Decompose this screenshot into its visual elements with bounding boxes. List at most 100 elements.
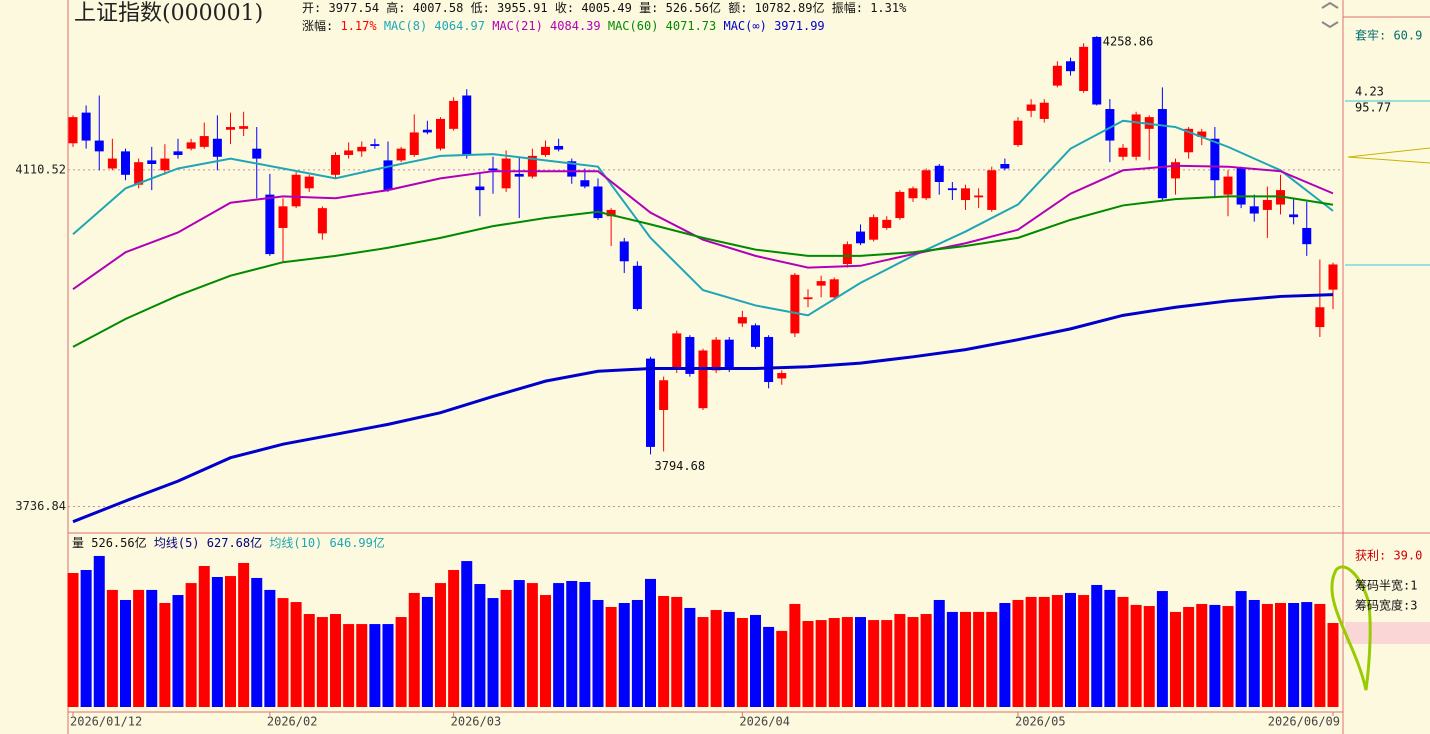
candle-body [383, 160, 393, 191]
candle-body [173, 151, 183, 155]
candle-body [593, 186, 603, 219]
candle-body [567, 161, 577, 177]
candle-body [199, 136, 209, 147]
candle-body [226, 127, 235, 130]
volume-bar [172, 595, 184, 707]
volume-bar [723, 611, 735, 707]
quote-value: 3955.91 [497, 1, 548, 15]
volume-bar [1065, 592, 1076, 707]
candle-body [882, 219, 892, 228]
candle-body [107, 158, 117, 169]
legend-value: 4071.73 [666, 19, 717, 33]
volume-bar [986, 611, 998, 707]
chart-title: 上证指数(000001) [74, 1, 263, 26]
candle-body [790, 274, 800, 334]
volume-bar [277, 598, 289, 707]
quote-label: 量: [639, 1, 658, 15]
candle-body [1000, 163, 1010, 169]
candle-body [1315, 307, 1325, 328]
side-wedge [1347, 147, 1430, 164]
candle-body [1262, 200, 1272, 210]
candle-body [1131, 114, 1141, 157]
legend-name: MAC(∞) [723, 19, 766, 33]
candle-body [856, 231, 865, 244]
volume-bar [395, 617, 407, 707]
candle-body [81, 112, 91, 141]
volume-bar [448, 569, 460, 707]
volume-bar [710, 610, 722, 707]
change-label: 涨幅: [302, 18, 333, 33]
volume-ma-value: 627.68亿 [207, 535, 262, 550]
candle-body [580, 180, 590, 187]
candle-body [291, 174, 301, 207]
volume-bar [618, 603, 630, 707]
volume-bar [750, 614, 761, 707]
quote-label: 收: [555, 1, 574, 15]
volume-bar [369, 624, 381, 707]
volume-bar [106, 589, 118, 707]
quote-value: 526.56 [666, 1, 709, 15]
volume-bar [290, 602, 302, 707]
volume-bar [1275, 603, 1286, 707]
volume-bar [146, 589, 158, 707]
quote-label: 额: [728, 1, 747, 15]
volume-bar [487, 598, 499, 707]
candle-body [449, 100, 459, 129]
quote-label: 低: [471, 1, 490, 15]
volume-bar [658, 595, 670, 707]
volume-legend: 量 526.56亿 均线(5) 627.68亿 均线(10) 646.99亿 [72, 535, 385, 550]
candle-body [803, 297, 813, 300]
volume-bar [1104, 589, 1116, 707]
volume-bar [382, 624, 394, 707]
y-tick-label: 3736.84 [15, 499, 66, 513]
candle-body [659, 380, 669, 410]
candle-body [331, 154, 340, 175]
legend-name: MAC(8) [384, 19, 427, 33]
volume-label: 量 [72, 536, 84, 550]
quote-value: 4005.49 [581, 1, 632, 15]
volume-bar [579, 581, 591, 707]
candle-body [94, 140, 104, 152]
volume-bar [1261, 603, 1273, 707]
volume-bar [461, 561, 473, 707]
volume-bar [933, 599, 945, 707]
side-text: 套牢: 60.9 [1355, 28, 1422, 43]
candle-body [1236, 168, 1246, 205]
candle-body [396, 148, 406, 161]
volume-bar [999, 603, 1011, 707]
volume-bar [185, 583, 197, 707]
candle-body [908, 188, 918, 199]
volume-bar [133, 589, 145, 707]
scroll-icon[interactable] [1321, 21, 1339, 29]
scroll-icon[interactable] [1321, 1, 1339, 9]
volume-bar [1038, 596, 1050, 707]
quote-value: 4007.58 [413, 1, 464, 15]
side-arrow [1330, 565, 1372, 691]
volume-bar [566, 580, 578, 707]
ma-line [72, 293, 1334, 524]
candle-body [1223, 176, 1233, 195]
candle-body [606, 209, 616, 217]
volume-bar [526, 583, 538, 707]
volume-bar [93, 555, 105, 707]
candle-body [619, 241, 629, 262]
candle-body [239, 126, 249, 129]
candle-body [895, 191, 905, 219]
candle-body [252, 148, 262, 159]
candle-body [1184, 128, 1194, 153]
legend-value: 3971.99 [774, 19, 825, 33]
candle-body [527, 155, 537, 177]
volume-bar [225, 576, 236, 707]
candle-body [1052, 65, 1062, 86]
candle-body [160, 158, 170, 171]
candle-body [737, 317, 747, 324]
volume-bar [1288, 603, 1300, 707]
candle-body [724, 339, 734, 369]
volume-bar [789, 603, 801, 707]
volume-bar [211, 577, 223, 707]
candle-body [1249, 206, 1259, 214]
candle-body [1118, 147, 1128, 157]
volume-bar [1235, 591, 1247, 707]
volume-bar [1170, 611, 1181, 707]
